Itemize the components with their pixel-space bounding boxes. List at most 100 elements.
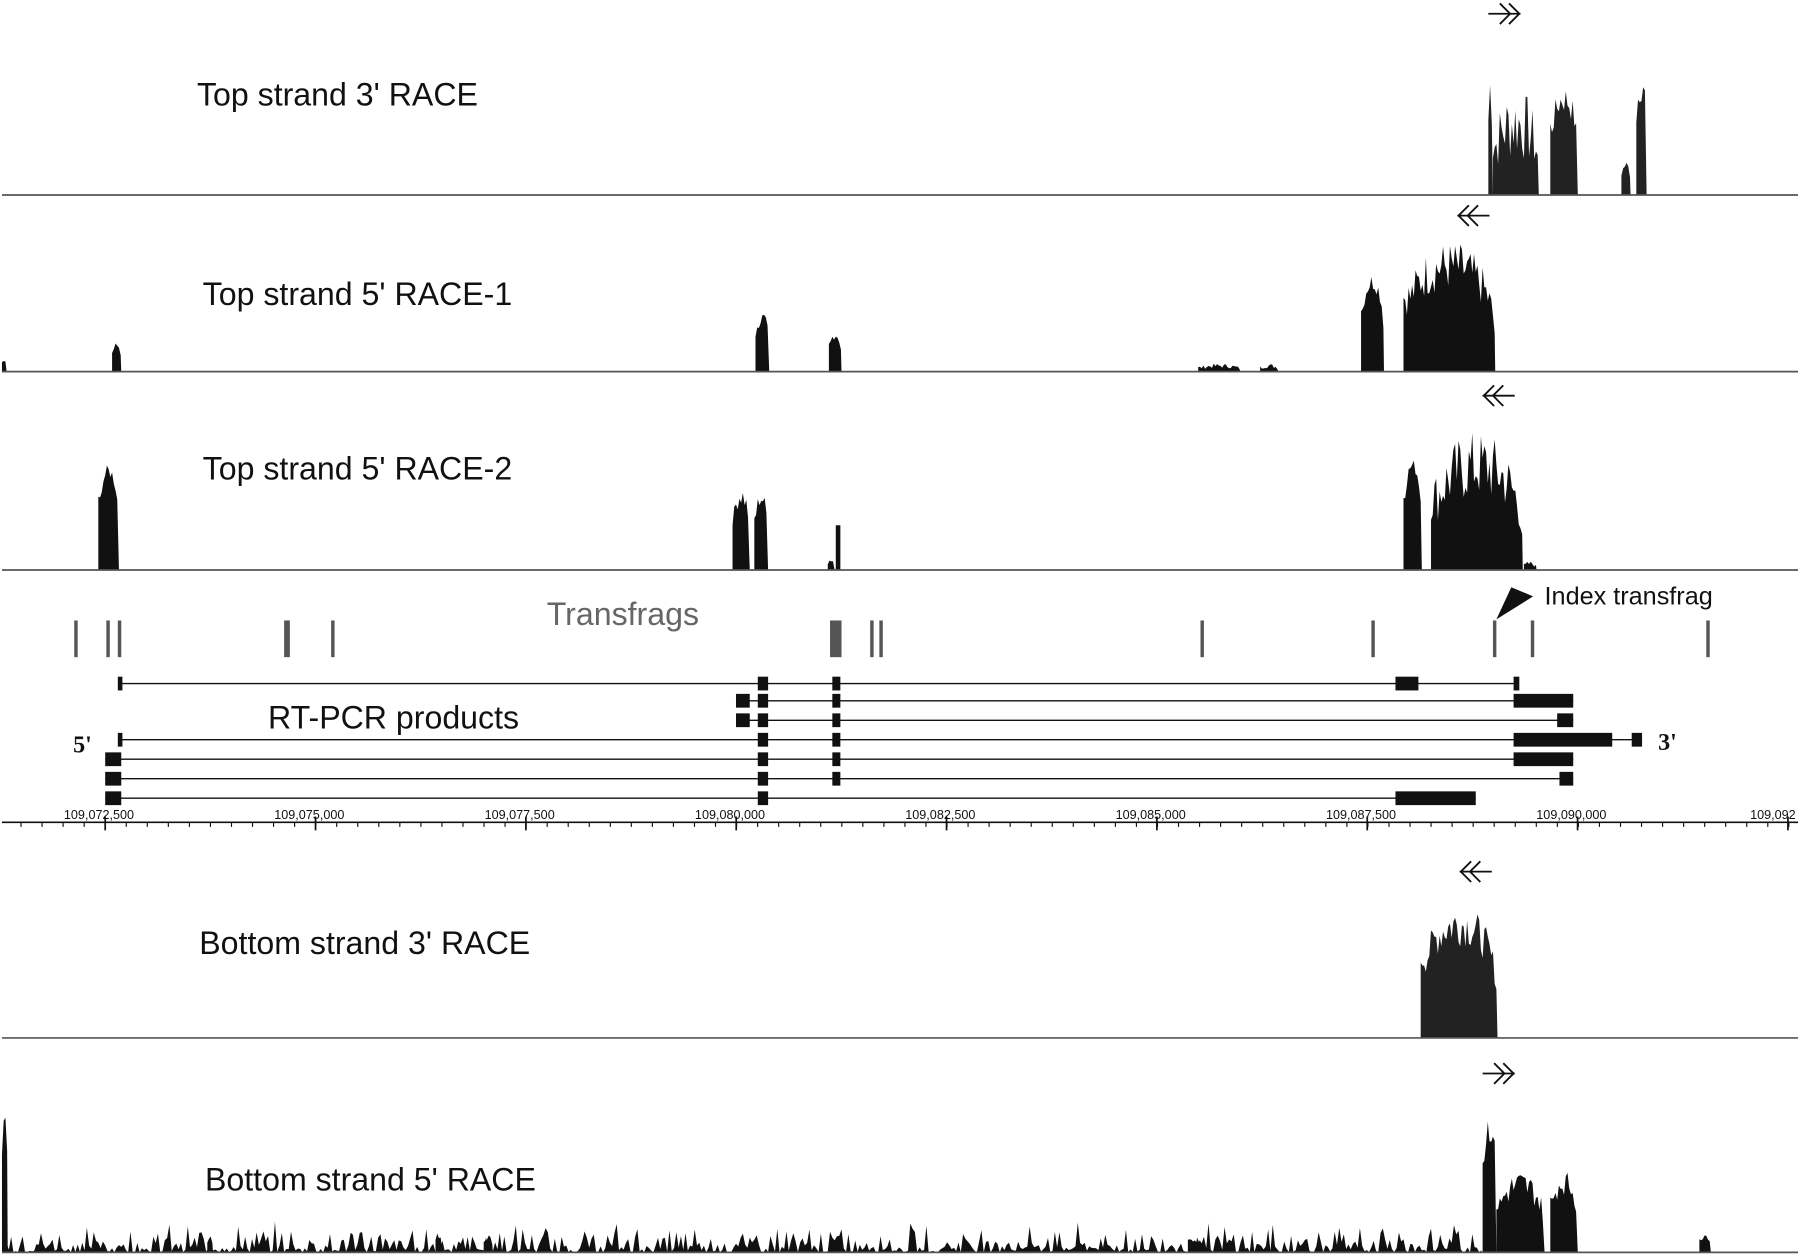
exon-block: [735, 693, 750, 708]
axis-tick-label: 109,072,500: [64, 808, 134, 822]
axis-tick-label: 109,092: [1750, 808, 1796, 822]
axis-tick-label: 109,077,500: [485, 808, 555, 822]
arrow-head: [1502, 1062, 1515, 1085]
strand-arrow: [1459, 860, 1492, 883]
exon-block: [757, 771, 769, 786]
transfrag: [1530, 620, 1535, 658]
exon-block: [1557, 713, 1574, 728]
coverage-peak: [1260, 364, 1279, 372]
coverage-peak: [1187, 1239, 1204, 1253]
transfrag: [1200, 620, 1204, 658]
arrow-head: [1459, 860, 1472, 883]
transfrags-label: Transfrags: [547, 596, 699, 632]
exon-block: [1513, 693, 1574, 708]
exon-block: [757, 693, 769, 708]
axis-tick-label: 109,082,500: [905, 808, 975, 822]
rt-pcr-product: [105, 771, 1574, 786]
axis-tick-label: 109,090,000: [1536, 808, 1606, 822]
exon-block: [1559, 771, 1574, 786]
exon-block: [832, 771, 841, 786]
coverage-peak: [207, 1236, 214, 1253]
exon-block: [117, 676, 123, 691]
arrow-head: [1468, 860, 1481, 883]
coverage-peak: [1403, 244, 1496, 372]
arrow-head: [1457, 204, 1470, 227]
arrow-head: [1493, 1062, 1506, 1085]
coverage-peak: [732, 492, 750, 571]
coverage-peak: [1198, 363, 1241, 372]
transfrag: [106, 620, 110, 658]
exon-block: [757, 713, 769, 728]
strand-arrow: [1457, 204, 1490, 227]
exon-block: [1513, 752, 1574, 767]
rt-pcr-product: [117, 732, 1643, 747]
strand-arrow: [1482, 384, 1515, 407]
coverage-peak: [435, 1233, 443, 1253]
transfrag: [74, 620, 78, 658]
coverage-peak: [1488, 85, 1493, 195]
coverage-peak: [1, 361, 7, 372]
transfrag: [1492, 620, 1497, 658]
coverage-peak: [827, 560, 835, 571]
coverage-peak: [1621, 162, 1631, 195]
track-label: Bottom strand 5' RACE: [205, 1161, 536, 1197]
coverage-peak: [828, 336, 842, 372]
coverage-peak: [754, 498, 769, 571]
rt-pcr-product: [105, 791, 1476, 806]
exon-block: [757, 676, 769, 691]
arrow-head: [1508, 2, 1521, 25]
track-label: Bottom strand 3' RACE: [199, 925, 530, 961]
coverage-peak: [755, 315, 770, 372]
rt-pcr-product: [105, 752, 1574, 767]
coverage-peak: [483, 1235, 493, 1253]
exon-block: [757, 732, 769, 747]
exon-block: [832, 732, 841, 747]
exon-block: [1631, 732, 1643, 747]
axis-tick-label: 109,085,000: [1116, 808, 1186, 822]
strand-arrow: [1488, 2, 1521, 25]
exon-block: [1513, 732, 1613, 747]
rt-pcr-product: [735, 713, 1574, 728]
track-label: Top strand 3' RACE: [197, 77, 478, 113]
arrow-head: [1466, 204, 1479, 227]
exon-block: [832, 713, 841, 728]
coverage-peak: [1403, 460, 1422, 571]
exon-block: [735, 713, 750, 728]
exon-block: [832, 693, 841, 708]
transfrag: [870, 620, 874, 658]
axis-tick-label: 109,080,000: [695, 808, 765, 822]
transfrag: [1371, 620, 1375, 658]
coverage-peak: [1361, 277, 1384, 372]
exon-block: [117, 732, 123, 747]
exon-block: [1513, 676, 1520, 691]
axis-tick-label: 109,075,000: [274, 808, 344, 822]
transfrag: [879, 620, 883, 658]
coverage-peak: [835, 525, 841, 571]
coverage-peak: [1482, 1121, 1497, 1253]
exon-block: [1395, 676, 1419, 691]
track-label: Top strand 5' RACE-1: [203, 276, 513, 312]
coverage-peak: [1550, 91, 1578, 195]
index-arrowhead: [1496, 587, 1534, 620]
transfrag: [1706, 620, 1710, 658]
rt-pcr-label: RT-PCR products: [268, 699, 519, 735]
coverage-peak: [1496, 1175, 1545, 1253]
exon-block: [832, 752, 841, 767]
exon-block: [105, 752, 122, 767]
transfrag: [117, 620, 122, 658]
axis-tick-label: 109,087,500: [1326, 808, 1396, 822]
exon-block: [757, 752, 769, 767]
arrow-head: [1491, 384, 1504, 407]
five-prime-label: 5': [73, 732, 92, 758]
exon-block: [105, 791, 122, 806]
strand-arrow: [1482, 1062, 1515, 1085]
coverage-peak: [1699, 1235, 1711, 1253]
arrow-head: [1482, 384, 1495, 407]
coverage-peak: [1420, 914, 1498, 1038]
transfrag: [830, 620, 842, 658]
exon-block: [832, 676, 841, 691]
coverage-peak: [1550, 1172, 1578, 1253]
index-transfrag-label: Index transfrag: [1545, 582, 1713, 610]
